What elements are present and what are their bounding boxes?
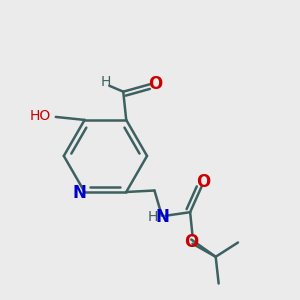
Text: H: H [100, 75, 111, 89]
Text: HO: HO [29, 109, 50, 123]
Text: O: O [184, 233, 198, 251]
Text: H: H [148, 210, 158, 224]
Text: N: N [155, 208, 170, 226]
Text: O: O [148, 75, 163, 93]
Text: O: O [196, 172, 210, 190]
Text: N: N [72, 184, 86, 202]
